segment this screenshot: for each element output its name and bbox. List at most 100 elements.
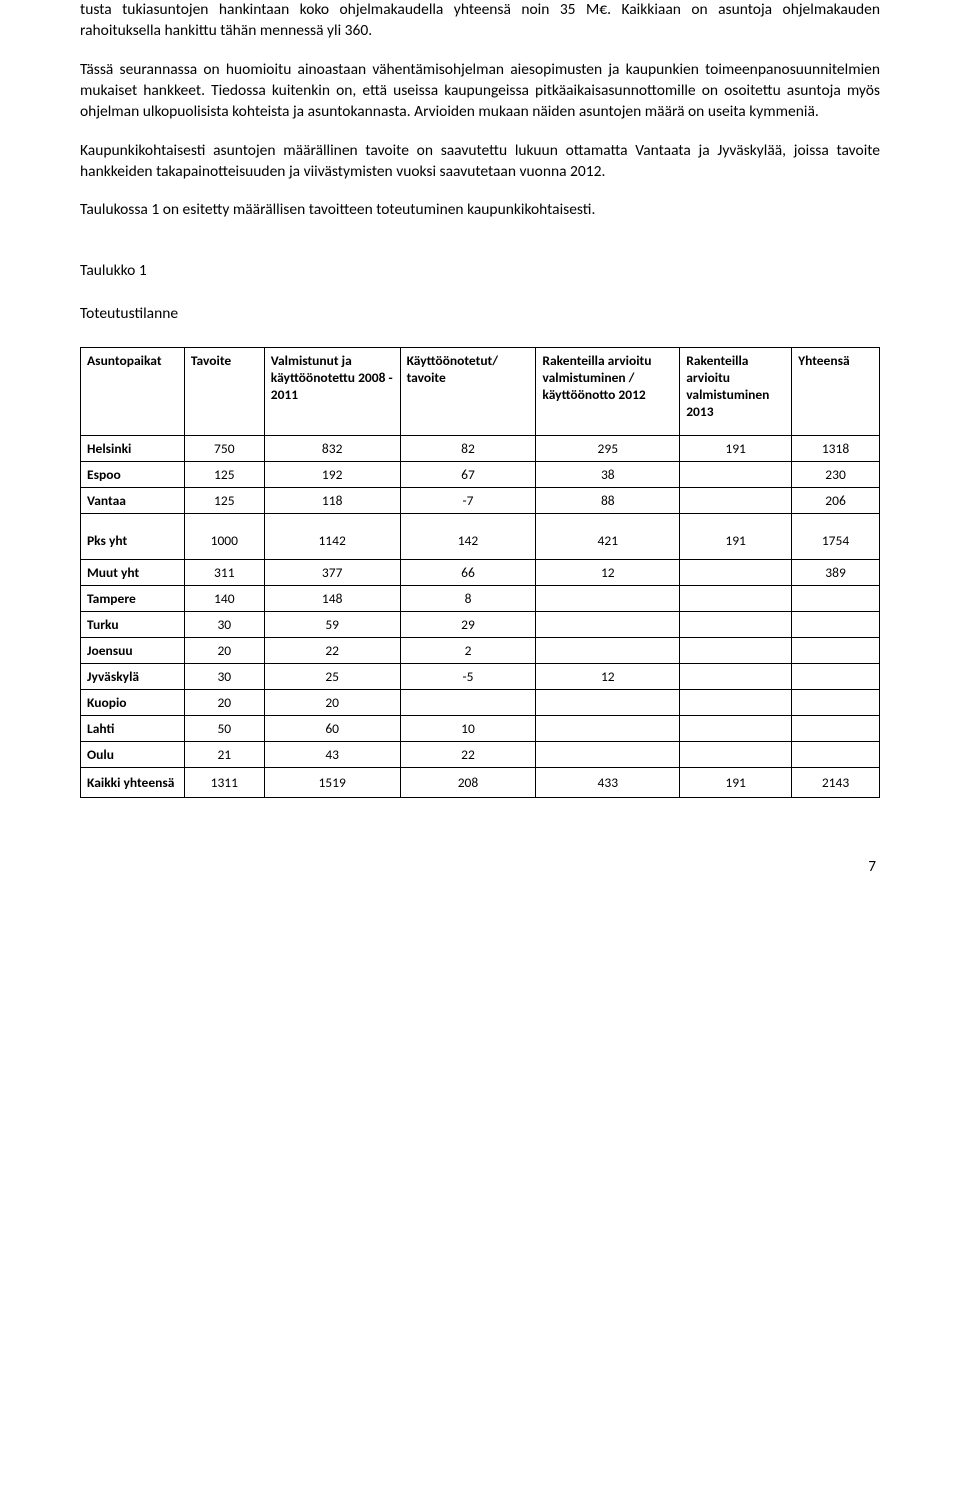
cell: 1519 bbox=[264, 768, 400, 798]
cell: 1142 bbox=[264, 514, 400, 560]
cell bbox=[792, 586, 880, 612]
cell: 389 bbox=[792, 560, 880, 586]
row-label: Joensuu bbox=[81, 638, 185, 664]
row-label: Pks yht bbox=[81, 514, 185, 560]
cell: 2 bbox=[400, 638, 536, 664]
paragraph-2: Tässä seurannassa on huomioitu ainoastaa… bbox=[80, 60, 880, 123]
table-row: Lahti 50 60 10 bbox=[81, 716, 880, 742]
row-label: Helsinki bbox=[81, 436, 185, 462]
row-label: Jyväskylä bbox=[81, 664, 185, 690]
cell: -7 bbox=[400, 488, 536, 514]
page-number: 7 bbox=[80, 858, 880, 876]
cell: 88 bbox=[536, 488, 680, 514]
cell: 148 bbox=[264, 586, 400, 612]
row-label: Vantaa bbox=[81, 488, 185, 514]
row-label: Kuopio bbox=[81, 690, 185, 716]
paragraph-1: tusta tukiasuntojen hankintaan koko ohje… bbox=[80, 0, 880, 42]
cell: 1754 bbox=[792, 514, 880, 560]
col-header-rakenteilla-2012: Rakenteilla arvioitu valmistuminen / käy… bbox=[536, 348, 680, 436]
cell: 377 bbox=[264, 560, 400, 586]
cell: 206 bbox=[792, 488, 880, 514]
cell: 140 bbox=[184, 586, 264, 612]
cell: 10 bbox=[400, 716, 536, 742]
cell bbox=[680, 560, 792, 586]
table-title: Toteutustilanne bbox=[80, 304, 880, 323]
cell bbox=[680, 716, 792, 742]
cell: 311 bbox=[184, 560, 264, 586]
table-row: Kuopio 20 20 bbox=[81, 690, 880, 716]
cell: 59 bbox=[264, 612, 400, 638]
cell: 191 bbox=[680, 514, 792, 560]
col-header-rakenteilla-2013: Rakenteilla arvioitu valmistuminen 2013 bbox=[680, 348, 792, 436]
cell: 20 bbox=[264, 690, 400, 716]
cell: 82 bbox=[400, 436, 536, 462]
row-label: Muut yht bbox=[81, 560, 185, 586]
row-label: Turku bbox=[81, 612, 185, 638]
table-row: Turku 30 59 29 bbox=[81, 612, 880, 638]
table-number-label: Taulukko 1 bbox=[80, 261, 880, 280]
paragraph-3: Kaupunkikohtaisesti asuntojen määrälline… bbox=[80, 141, 880, 183]
col-header-valmistunut: Valmistunut ja käyttöönotettu 2008 - 201… bbox=[264, 348, 400, 436]
cell: 118 bbox=[264, 488, 400, 514]
table-row: Jyväskylä 30 25 -5 12 bbox=[81, 664, 880, 690]
cell bbox=[680, 488, 792, 514]
cell bbox=[680, 742, 792, 768]
cell bbox=[680, 586, 792, 612]
cell: 2143 bbox=[792, 768, 880, 798]
cell: 191 bbox=[680, 436, 792, 462]
cell bbox=[792, 742, 880, 768]
cell: 192 bbox=[264, 462, 400, 488]
cell: 125 bbox=[184, 462, 264, 488]
cell: 38 bbox=[536, 462, 680, 488]
cell bbox=[680, 638, 792, 664]
paragraph-4: Taulukossa 1 on esitetty määrällisen tav… bbox=[80, 200, 880, 221]
cell: 50 bbox=[184, 716, 264, 742]
cell bbox=[536, 742, 680, 768]
cell: 12 bbox=[536, 664, 680, 690]
cell: 25 bbox=[264, 664, 400, 690]
cell bbox=[792, 638, 880, 664]
cell: 22 bbox=[264, 638, 400, 664]
cell: 29 bbox=[400, 612, 536, 638]
cell bbox=[536, 716, 680, 742]
table-row: Joensuu 20 22 2 bbox=[81, 638, 880, 664]
table-header-row: Asuntopaikat Tavoite Valmistunut ja käyt… bbox=[81, 348, 880, 436]
cell bbox=[536, 612, 680, 638]
cell: 125 bbox=[184, 488, 264, 514]
table-row-subtotal: Muut yht 311 377 66 12 389 bbox=[81, 560, 880, 586]
cell: 142 bbox=[400, 514, 536, 560]
cell: 421 bbox=[536, 514, 680, 560]
row-label: Espoo bbox=[81, 462, 185, 488]
col-header-tavoite: Tavoite bbox=[184, 348, 264, 436]
cell bbox=[400, 690, 536, 716]
cell: 20 bbox=[184, 638, 264, 664]
cell: -5 bbox=[400, 664, 536, 690]
cell: 60 bbox=[264, 716, 400, 742]
cell bbox=[536, 586, 680, 612]
cell bbox=[680, 690, 792, 716]
col-header-kayttoonotetut: Käyttöönotetut/ tavoite bbox=[400, 348, 536, 436]
cell: 12 bbox=[536, 560, 680, 586]
cell: 30 bbox=[184, 612, 264, 638]
cell: 750 bbox=[184, 436, 264, 462]
cell: 1000 bbox=[184, 514, 264, 560]
table-row: Oulu 21 43 22 bbox=[81, 742, 880, 768]
cell: 832 bbox=[264, 436, 400, 462]
cell: 1311 bbox=[184, 768, 264, 798]
table-row: Vantaa 125 118 -7 88 206 bbox=[81, 488, 880, 514]
cell: 191 bbox=[680, 768, 792, 798]
row-label: Tampere bbox=[81, 586, 185, 612]
col-header-yhteensa: Yhteensä bbox=[792, 348, 880, 436]
cell: 433 bbox=[536, 768, 680, 798]
cell bbox=[536, 690, 680, 716]
cell: 8 bbox=[400, 586, 536, 612]
data-table: Asuntopaikat Tavoite Valmistunut ja käyt… bbox=[80, 347, 880, 798]
cell bbox=[792, 664, 880, 690]
document-page: tusta tukiasuntojen hankintaan koko ohje… bbox=[0, 0, 960, 916]
row-label: Oulu bbox=[81, 742, 185, 768]
cell: 20 bbox=[184, 690, 264, 716]
row-label: Lahti bbox=[81, 716, 185, 742]
table-row: Tampere 140 148 8 bbox=[81, 586, 880, 612]
cell bbox=[680, 462, 792, 488]
cell: 21 bbox=[184, 742, 264, 768]
